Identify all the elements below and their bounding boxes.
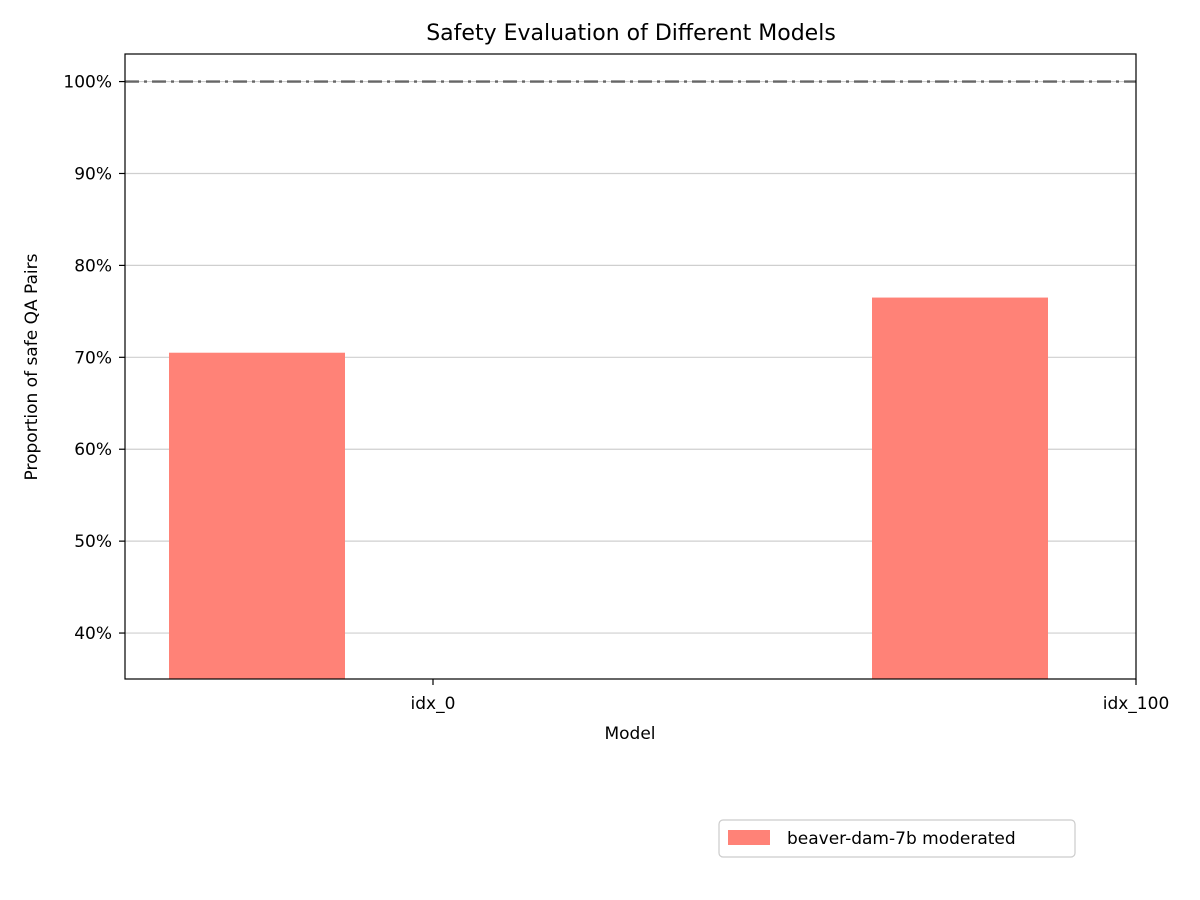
x-tick-label: idx_100 [1103,694,1170,714]
legend-label: beaver-dam-7b moderated [787,829,1016,849]
y-tick-label: 80% [74,256,112,276]
bars [169,297,1048,679]
x-tick-label: idx_0 [411,694,456,714]
y-tick-label: 50% [74,532,112,552]
x-axis-label: Model [604,724,655,744]
y-tick-label: 100% [63,73,112,93]
y-tick-label: 40% [74,624,112,644]
y-axis-ticks: 40% 50% 60% 70% 80% 90% 100% [63,73,125,644]
bar-idx_0 [169,352,345,679]
legend-box [718,819,1076,858]
y-tick-label: 60% [74,440,112,460]
legend: beaver-dam-7b moderated [718,819,1076,858]
bar-idx_100 [872,297,1048,679]
y-axis-label: Proportion of safe QA Pairs [22,253,42,480]
x-axis-ticks: idx_0 idx_100 [411,679,1170,714]
plot-frame [124,53,1137,680]
y-tick-label: 90% [74,164,112,184]
chart-title: Safety Evaluation of Different Models [426,21,836,46]
legend-swatch [728,830,770,845]
y-tick-label: 70% [74,348,112,368]
